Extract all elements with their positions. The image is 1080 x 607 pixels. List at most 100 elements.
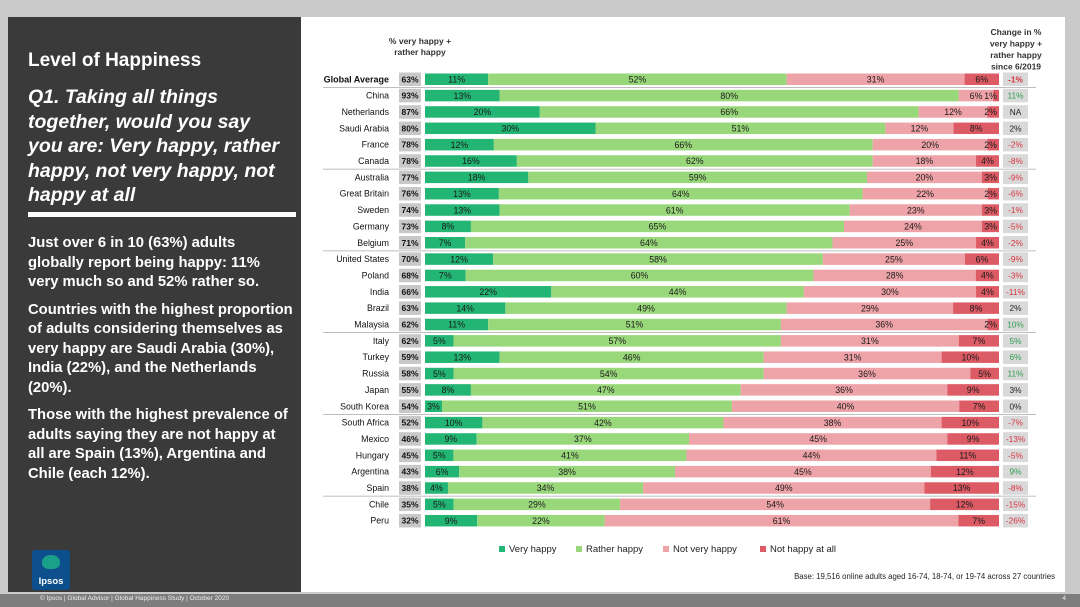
total-box [399,334,421,348]
bar-segment-not-very-happy [822,253,965,265]
data-label: 8% [442,222,455,232]
total-box [399,121,421,136]
bar-segment-very-happy [425,335,454,347]
bar-segment-rather-happy [442,400,732,412]
row-label: United States [336,254,389,264]
change-box [1003,350,1028,364]
legend-label: Very happy [509,544,557,555]
bar-segment-not-very-happy [604,514,959,527]
row-label: Russia [362,369,389,379]
total-value: 43% [401,467,418,477]
column-header-change: rather happy [990,50,1042,60]
bar-segment-very-happy [425,220,471,233]
bar-segment-very-happy [425,400,443,412]
change-box [1003,252,1028,266]
bar-segment-very-happy [425,187,499,200]
bar-segment-rather-happy [488,318,781,331]
chart-area: % very happy + rather happy Change in % ver… [301,17,1065,592]
total-box [399,464,421,479]
data-label: 80% [720,91,738,101]
bar-segment-not-happy [958,514,999,527]
data-label: 36% [835,385,853,395]
bar-segment-rather-happy [595,122,886,135]
total-box [399,236,421,250]
change-box [1003,334,1028,348]
bar-segment-not-happy [941,416,999,429]
data-label: 64% [640,238,658,248]
bar-segment-rather-happy [453,498,621,511]
bar-segment-not-very-happy [958,89,994,102]
row-label: Malaysia [354,320,389,330]
divider [28,212,296,217]
row-label: Turkey [362,352,389,362]
data-label: 41% [561,451,579,461]
data-label: 5% [433,369,446,379]
total-value: 63% [401,303,418,313]
bar-segment-very-happy [425,155,517,167]
bar-segment-rather-happy [499,204,850,216]
row-label: India [370,287,389,297]
data-label: 18% [916,156,934,166]
data-label: 51% [578,401,596,411]
total-box [399,481,421,495]
change-value: 2% [1010,303,1023,313]
change-value: -13% [1006,434,1026,444]
data-label: 52% [629,74,647,84]
row-label: Poland [362,270,389,280]
bar-segment-rather-happy [488,73,787,85]
change-box [1003,366,1028,381]
bar-segment-not-very-happy [689,433,948,445]
data-label: 13% [953,483,971,493]
data-label: 22% [916,189,934,199]
bar-segment-rather-happy [470,220,845,233]
bar-segment-very-happy [425,416,483,429]
change-box [1003,448,1028,463]
total-value: 73% [401,221,418,231]
data-label: 14% [456,303,474,313]
data-label: 2% [984,320,997,330]
bar-segment-not-happy [953,302,999,314]
change-box [1003,105,1028,119]
data-label: 4% [981,156,994,166]
bar-segment-not-very-happy [832,237,977,249]
change-value: 9% [1010,467,1023,477]
total-box [399,383,421,397]
data-label: 9% [967,434,980,444]
bar-segment-rather-happy [539,106,919,118]
total-box [399,268,421,283]
row-label: Italy [373,336,390,346]
bar-segment-rather-happy [516,155,873,167]
row-label: Sweden [357,205,389,215]
data-label: 18% [468,173,486,183]
total-box [399,137,421,152]
bar-segment-rather-happy [528,171,867,184]
bar-segment-not-very-happy [885,122,954,135]
data-label: 3% [984,222,997,232]
bar-segment-not-very-happy [813,269,976,282]
bar-segment-rather-happy [470,384,741,396]
data-label: 8% [970,124,983,134]
total-value: 52% [401,418,418,428]
data-label: 4% [981,287,994,297]
bar-segment-rather-happy [465,237,833,249]
data-label: 37% [574,434,592,444]
total-value: 77% [401,172,418,182]
data-label: 45% [809,434,827,444]
row-label: Germany [353,221,390,231]
data-label: 24% [904,222,922,232]
legend-label: Not happy at all [770,544,836,555]
left-panel: Level of Happiness Q1. Taking all things… [8,17,301,592]
change-value: 3% [1010,385,1023,395]
data-label: 7% [973,336,986,346]
change-value: -5% [1008,221,1023,231]
total-value: 62% [401,336,418,346]
bar-segment-not-happy [953,122,999,135]
change-value: 0% [1010,401,1023,411]
data-label: 6% [975,74,988,84]
bar-segment-rather-happy [505,302,787,314]
total-box [399,317,421,332]
bar-segment-very-happy [425,106,540,118]
total-box [399,154,421,168]
bar-segment-very-happy [425,122,596,135]
total-value: 74% [401,205,418,215]
